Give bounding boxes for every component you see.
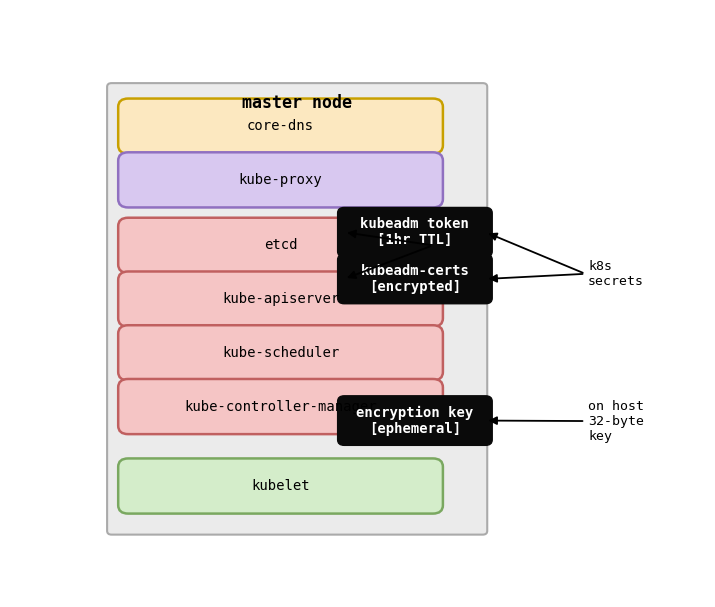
FancyBboxPatch shape <box>107 83 487 535</box>
Text: kubeadm token
[1hr TTL]: kubeadm token [1hr TTL] <box>360 217 469 247</box>
Text: encryption key
[ephemeral]: encryption key [ephemeral] <box>356 405 473 436</box>
Text: kube-scheduler: kube-scheduler <box>222 346 339 360</box>
FancyBboxPatch shape <box>337 208 492 257</box>
FancyBboxPatch shape <box>118 271 443 327</box>
FancyBboxPatch shape <box>118 98 443 154</box>
Text: kube-proxy: kube-proxy <box>239 173 322 187</box>
FancyBboxPatch shape <box>118 152 443 208</box>
FancyBboxPatch shape <box>118 218 443 273</box>
Text: kubeadm-certs
[encrypted]: kubeadm-certs [encrypted] <box>360 264 469 294</box>
Text: kubelet: kubelet <box>251 479 310 493</box>
FancyBboxPatch shape <box>118 458 443 514</box>
Text: kube-controller-manager: kube-controller-manager <box>184 399 377 413</box>
Text: kube-apiserver: kube-apiserver <box>222 292 339 306</box>
Text: k8s
secrets: k8s secrets <box>588 260 644 288</box>
FancyBboxPatch shape <box>118 325 443 381</box>
FancyBboxPatch shape <box>118 379 443 434</box>
FancyBboxPatch shape <box>337 254 492 304</box>
Text: master node: master node <box>242 94 352 112</box>
Text: etcd: etcd <box>264 239 297 253</box>
FancyBboxPatch shape <box>337 396 492 446</box>
Text: core-dns: core-dns <box>247 119 314 133</box>
Text: on host
32-byte
key: on host 32-byte key <box>588 399 644 443</box>
